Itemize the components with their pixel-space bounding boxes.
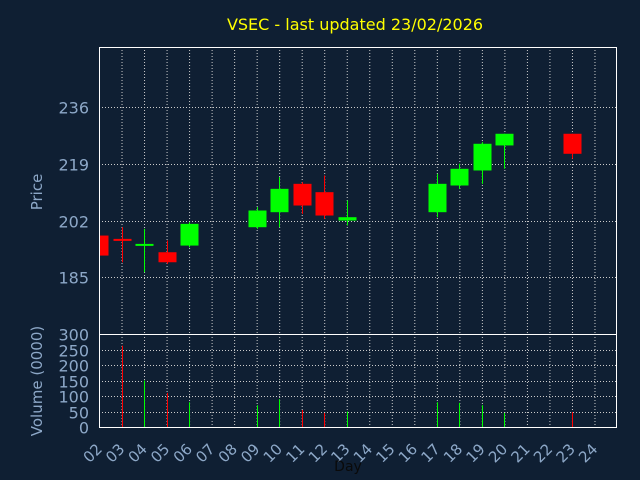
price-tick-label: 219: [58, 156, 89, 175]
volume-tick-label: 200: [58, 357, 89, 376]
candle-body: [450, 168, 469, 186]
price-tick-label: 202: [58, 213, 89, 232]
volume-tick-label: 50: [69, 404, 89, 423]
price-axis-label: Price: [28, 174, 46, 211]
candle-body: [180, 223, 199, 246]
volume-panel-frame: [99, 334, 617, 428]
candle-body: [293, 183, 312, 206]
price-candles: [99, 133, 582, 273]
candle-body: [248, 210, 267, 228]
candle-body: [338, 217, 357, 221]
price-tick-label: 185: [58, 269, 89, 288]
candle-body: [315, 192, 334, 216]
volume-bars: [122, 345, 573, 427]
volume-axis-label: Volume (0000): [28, 326, 46, 436]
price-grid: [99, 47, 617, 334]
candle-body: [563, 133, 582, 154]
panel-frames: [99, 47, 617, 428]
volume-tick-label: 300: [58, 326, 89, 345]
candle-body: [158, 252, 177, 263]
candle-body: [473, 143, 492, 171]
candle-body: [495, 133, 514, 146]
x-axis-label: Day: [334, 459, 362, 475]
candle-body: [113, 238, 132, 241]
chart-title: VSEC - last updated 23/02/2026: [227, 15, 483, 34]
volume-grid: [99, 334, 617, 427]
volume-tick-label: 0: [79, 419, 89, 438]
candle-body: [270, 188, 289, 213]
candle-body: [99, 235, 109, 256]
candle-body: [428, 183, 447, 213]
price-tick-label: 236: [58, 99, 89, 118]
volume-tick-label: 250: [58, 342, 89, 361]
volume-tick-label: 150: [58, 373, 89, 392]
candle-body: [135, 243, 154, 246]
volume-tick-label: 100: [58, 388, 89, 407]
